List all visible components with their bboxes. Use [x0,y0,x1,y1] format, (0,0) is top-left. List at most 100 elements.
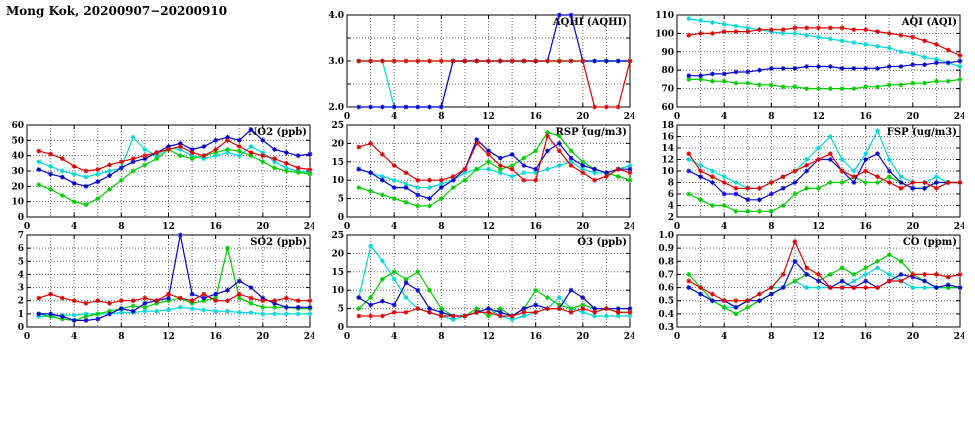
svg-text:16: 16 [859,112,872,122]
svg-text:0: 0 [674,112,680,122]
svg-text:24: 24 [624,332,634,342]
series-red [36,291,313,306]
svg-text:60: 60 [11,121,24,131]
chart-co: 0 4 8 12 16 20 24 0.3 0.4 0.5 0.6 0.7 0.8 0.9 1.0 CO (p… [651,229,964,343]
series-red [686,25,963,58]
svg-text:6: 6 [668,190,674,200]
svg-text:24: 24 [304,332,314,342]
svg-text:8: 8 [438,112,444,122]
chart-canvas-o3: 0 4 8 12 16 20 24 0 5 10 15 20 25 O3 (ppb) [331,231,634,342]
series-cyan [36,134,313,180]
plot-border [676,124,961,218]
svg-text:0: 0 [338,213,344,223]
axis-labels: 0 4 8 12 16 20 24 2.0 3.0 4.0 [328,11,634,122]
svg-text:4: 4 [721,332,727,342]
series-green [356,130,633,209]
svg-text:20: 20 [907,222,920,232]
svg-text:5: 5 [338,305,344,315]
chart-rsp: 0 4 8 12 16 20 24 0 5 10 15 20 25 RSP (ug/m3) [321,119,634,233]
svg-text:12: 12 [812,112,825,122]
svg-text:8: 8 [438,222,444,232]
svg-text:20: 20 [257,332,270,342]
axis-labels: 0 4 8 12 16 20 24 0 10 20 30 40 50 60 [11,121,314,232]
svg-text:8: 8 [118,222,124,232]
axis-labels: 0 4 8 12 16 20 24 0 5 10 15 20 25 [331,121,634,232]
series-blue [686,58,963,79]
plot-border [346,234,631,328]
series-blue [36,127,313,189]
svg-text:12: 12 [162,222,175,232]
svg-text:16: 16 [529,332,542,342]
svg-text:24: 24 [954,332,964,342]
svg-text:1: 1 [18,310,24,320]
series-red [356,306,633,319]
svg-text:0: 0 [344,332,350,342]
chart-canvas-rsp: 0 4 8 12 16 20 24 0 5 10 15 20 25 RSP (ug/m3) [331,121,634,232]
chart-aqhi: 0 4 8 12 16 20 24 2.0 3.0 4.0 AQHI (AQHI) [321,9,634,123]
chart-no2: 0 4 8 12 16 20 24 0 10 20 30 40 50 60 NO2 (ppb) [1,119,314,233]
svg-text:20: 20 [577,112,590,122]
svg-text:15: 15 [331,158,344,168]
svg-text:1.0: 1.0 [658,231,674,241]
svg-text:4: 4 [18,270,24,280]
svg-text:0: 0 [344,222,350,232]
svg-text:24: 24 [624,222,634,232]
svg-text:10: 10 [331,286,344,296]
svg-text:16: 16 [859,332,872,342]
svg-text:5: 5 [338,195,344,205]
svg-text:50: 50 [11,136,24,146]
series-green [36,147,313,208]
plot-border [676,234,961,328]
svg-text:20: 20 [331,139,344,149]
svg-text:15: 15 [331,268,344,278]
chart-title: RSP (ug/m3) [556,127,627,138]
chart-title: NO2 (ppb) [248,127,307,138]
svg-text:0: 0 [344,112,350,122]
svg-text:0.7: 0.7 [658,270,674,280]
svg-text:8: 8 [438,332,444,342]
chart-canvas-aqhi: 0 4 8 12 16 20 24 2.0 3.0 4.0 AQHI (AQHI) [328,11,634,122]
svg-text:20: 20 [331,249,344,259]
svg-text:8: 8 [118,332,124,342]
svg-text:8: 8 [668,179,674,189]
axis-labels: 0 4 8 12 16 20 24 0.3 0.4 0.5 0.6 0.7 0.8 0.9 1.0 [658,231,964,342]
chart-o3: 0 4 8 12 16 20 24 0 5 10 15 20 25 O3 (ppb) [321,229,634,343]
svg-text:110: 110 [655,11,674,21]
svg-text:12: 12 [812,222,825,232]
svg-text:90: 90 [661,48,674,58]
svg-text:2: 2 [668,213,674,223]
svg-text:18: 18 [661,121,674,131]
axis-labels: 0 4 8 12 16 20 24 60 70 80 90 100 110 [655,11,964,122]
svg-text:16: 16 [209,332,222,342]
svg-text:12: 12 [812,332,825,342]
axis-labels: 0 4 8 12 16 20 24 0 5 10 15 20 25 [331,231,634,342]
chart-canvas-aqi: 0 4 8 12 16 20 24 60 70 80 90 100 110 AQI (AQI) [655,11,964,122]
svg-text:12: 12 [482,222,495,232]
svg-text:7: 7 [18,231,24,241]
svg-text:20: 20 [577,222,590,232]
svg-text:100: 100 [655,29,674,39]
gridlines [27,125,310,217]
svg-text:14: 14 [661,144,674,154]
svg-text:4: 4 [71,222,77,232]
svg-text:8: 8 [768,112,774,122]
svg-text:8: 8 [768,222,774,232]
svg-text:3: 3 [18,284,24,294]
chart-canvas-no2: 0 4 8 12 16 20 24 0 10 20 30 40 50 60 NO2 (ppb) [11,121,314,232]
series-red [36,137,313,174]
gridlines [27,235,310,327]
svg-text:2: 2 [18,297,24,307]
svg-text:0: 0 [674,332,680,342]
svg-text:4: 4 [391,332,397,342]
svg-text:40: 40 [11,152,24,162]
svg-text:12: 12 [482,332,495,342]
svg-text:60: 60 [661,103,674,113]
chart-so2: 0 4 8 12 16 20 24 0 1 2 3 4 5 6 7 SO2 (ppb) [1,229,314,343]
svg-text:10: 10 [331,176,344,186]
svg-text:25: 25 [331,121,344,131]
series-red [356,133,633,183]
svg-text:16: 16 [661,133,674,143]
svg-text:3.0: 3.0 [328,57,344,67]
